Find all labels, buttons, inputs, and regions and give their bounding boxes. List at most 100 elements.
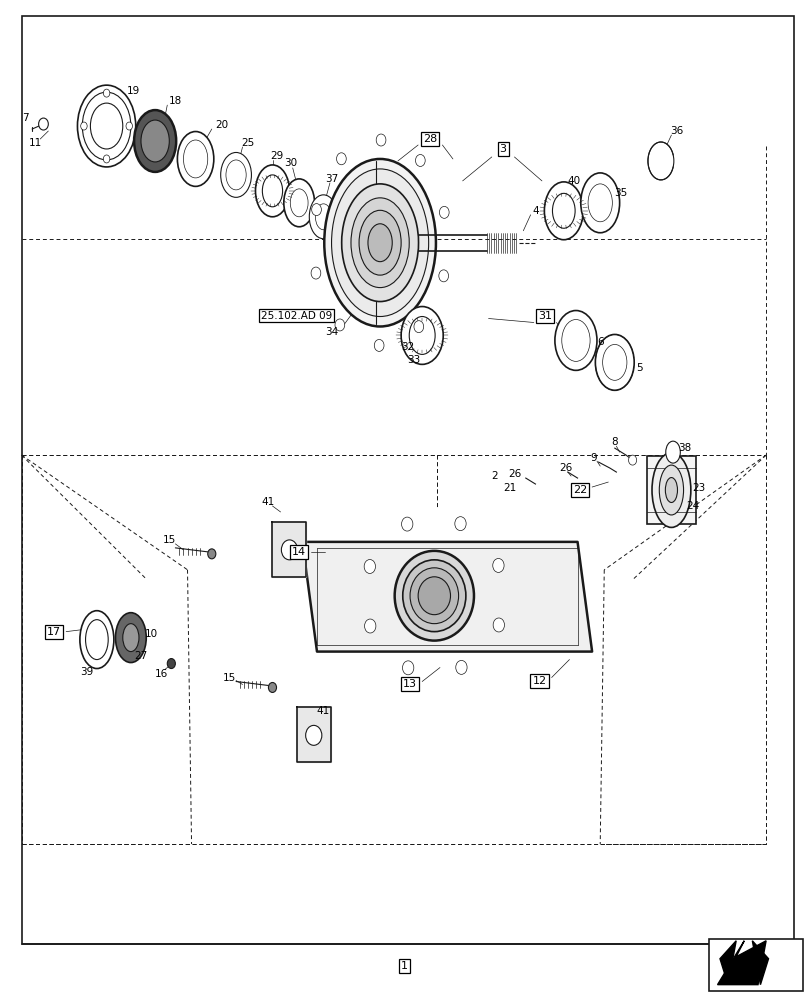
Circle shape (401, 517, 412, 531)
Circle shape (126, 122, 132, 130)
Text: 5: 5 (635, 363, 642, 373)
Circle shape (363, 560, 375, 573)
Circle shape (402, 661, 414, 675)
Text: 20: 20 (215, 120, 228, 130)
Ellipse shape (262, 175, 282, 207)
Text: 25: 25 (242, 138, 255, 148)
Polygon shape (302, 542, 591, 652)
Ellipse shape (554, 311, 596, 370)
Circle shape (167, 659, 175, 669)
Text: 35: 35 (614, 188, 627, 198)
Ellipse shape (409, 317, 435, 354)
Circle shape (492, 618, 504, 632)
Circle shape (311, 267, 320, 279)
Ellipse shape (290, 189, 307, 217)
Circle shape (415, 154, 425, 166)
Bar (646, 456, 695, 524)
Text: 27: 27 (134, 651, 147, 661)
Ellipse shape (85, 620, 108, 660)
Ellipse shape (221, 152, 251, 197)
Circle shape (208, 549, 216, 559)
Polygon shape (719, 941, 736, 985)
Text: 38: 38 (678, 443, 691, 453)
Ellipse shape (367, 224, 392, 262)
Circle shape (375, 134, 385, 146)
Ellipse shape (324, 159, 436, 326)
Text: 12: 12 (532, 676, 546, 686)
Text: 41: 41 (316, 706, 330, 716)
Text: 26: 26 (559, 463, 572, 473)
Circle shape (80, 122, 87, 130)
Circle shape (492, 558, 504, 572)
Ellipse shape (551, 193, 574, 228)
Ellipse shape (358, 210, 401, 275)
Circle shape (414, 321, 423, 333)
Ellipse shape (284, 179, 314, 227)
Text: 36: 36 (670, 126, 683, 136)
Text: 34: 34 (324, 327, 337, 337)
Circle shape (374, 339, 384, 351)
Ellipse shape (418, 577, 450, 615)
Circle shape (281, 540, 297, 560)
Ellipse shape (79, 611, 114, 669)
Ellipse shape (602, 344, 626, 380)
Text: 3: 3 (499, 144, 506, 154)
Ellipse shape (580, 173, 619, 233)
Ellipse shape (410, 568, 458, 624)
Ellipse shape (651, 453, 690, 527)
Text: 24: 24 (686, 501, 699, 511)
Ellipse shape (115, 613, 146, 663)
Polygon shape (272, 522, 306, 577)
Ellipse shape (394, 551, 474, 641)
Circle shape (364, 619, 375, 633)
Text: 11: 11 (28, 138, 42, 148)
Circle shape (39, 118, 49, 130)
Text: 17: 17 (47, 627, 61, 637)
Text: 7: 7 (23, 113, 29, 123)
Text: 13: 13 (402, 679, 417, 689)
Text: 6: 6 (596, 337, 603, 347)
Text: 1: 1 (401, 961, 407, 971)
Ellipse shape (82, 92, 131, 160)
Ellipse shape (664, 478, 676, 502)
Text: 22: 22 (572, 485, 586, 495)
Ellipse shape (183, 140, 208, 178)
Text: 23: 23 (692, 483, 705, 493)
Ellipse shape (90, 103, 122, 149)
Text: 9: 9 (590, 453, 596, 463)
Circle shape (311, 204, 321, 216)
Ellipse shape (141, 120, 169, 162)
Text: 18: 18 (169, 96, 182, 106)
Polygon shape (752, 941, 767, 985)
Circle shape (335, 319, 345, 331)
Circle shape (103, 89, 109, 97)
Text: 21: 21 (502, 483, 516, 493)
Text: 33: 33 (407, 355, 420, 365)
Ellipse shape (309, 195, 337, 239)
Text: 31: 31 (538, 311, 551, 321)
Ellipse shape (561, 320, 590, 361)
Circle shape (305, 725, 321, 745)
Text: 37: 37 (324, 174, 337, 184)
Text: 10: 10 (144, 629, 157, 639)
Circle shape (336, 153, 345, 165)
Ellipse shape (225, 160, 246, 190)
Text: 15: 15 (223, 673, 236, 683)
Text: 41: 41 (261, 497, 275, 507)
Text: 26: 26 (508, 469, 521, 479)
Ellipse shape (350, 198, 409, 288)
Text: 29: 29 (269, 151, 283, 161)
Circle shape (455, 660, 466, 674)
Ellipse shape (587, 184, 611, 222)
Text: 15: 15 (163, 535, 176, 545)
Ellipse shape (77, 85, 135, 167)
Ellipse shape (255, 165, 289, 217)
Circle shape (628, 455, 636, 465)
Ellipse shape (341, 184, 418, 302)
Ellipse shape (402, 560, 466, 632)
Text: 16: 16 (155, 669, 168, 679)
Bar (709, 939, 801, 991)
Text: 4: 4 (531, 206, 539, 216)
Ellipse shape (315, 204, 331, 230)
Circle shape (103, 155, 109, 163)
